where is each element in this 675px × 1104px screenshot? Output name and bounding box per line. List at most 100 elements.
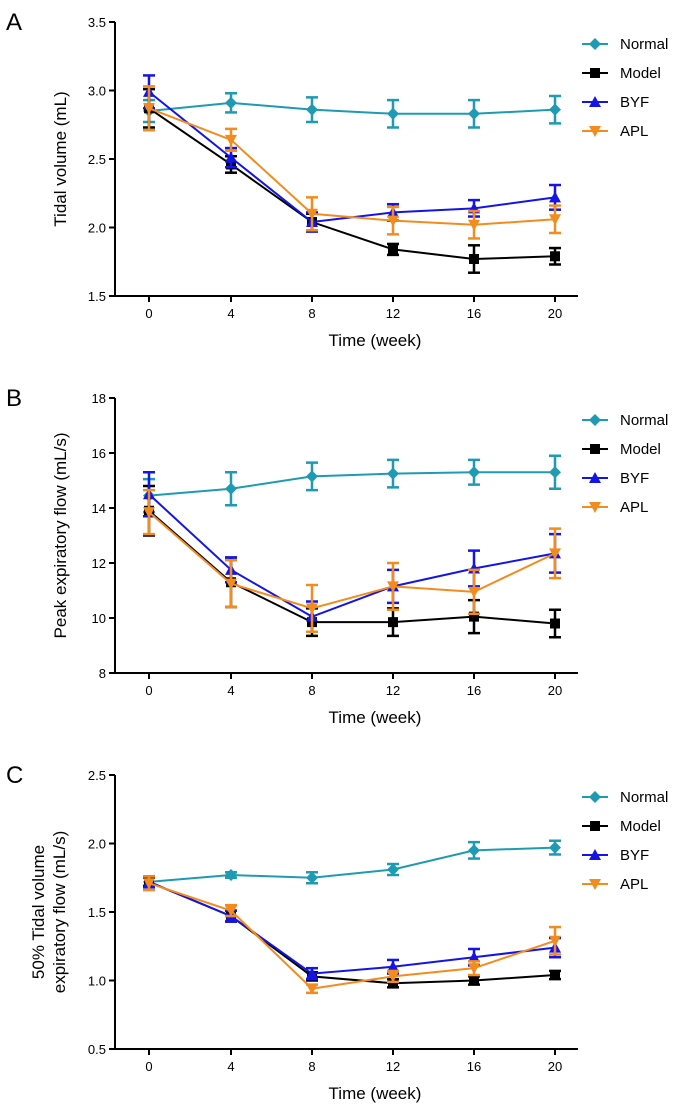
legend-marker [589, 849, 601, 860]
legend-marker [589, 472, 601, 483]
panel-letter: B [6, 385, 22, 412]
legend-label: Normal [620, 36, 668, 53]
data-point [468, 844, 480, 857]
data-point [468, 586, 480, 598]
x-tick-label: 12 [386, 306, 400, 321]
x-tick-label: 0 [145, 306, 152, 321]
data-point [549, 935, 561, 947]
data-point [387, 971, 399, 983]
data-point [550, 970, 560, 981]
legend-label: Normal [620, 412, 668, 429]
data-point [549, 191, 561, 203]
y-tick-label: 18 [92, 391, 106, 406]
series-normal [143, 91, 561, 129]
data-point [468, 219, 480, 231]
x-tick-label: 8 [308, 1059, 315, 1074]
series-line [148, 107, 556, 261]
data-point [306, 208, 318, 220]
data-point [143, 878, 155, 890]
y-tick-label: 10 [92, 611, 106, 626]
y-tick-label: 2.0 [88, 837, 106, 852]
x-tick-label: 4 [227, 683, 234, 698]
data-point [387, 960, 399, 972]
y-tick-label: 0.5 [88, 1042, 106, 1057]
data-point [306, 983, 318, 995]
y-tick-label: 3.0 [88, 84, 106, 99]
data-point [549, 466, 561, 479]
series-line [148, 101, 556, 115]
data-point [550, 251, 560, 262]
series-line [148, 880, 556, 975]
legend-label: APL [620, 876, 648, 893]
data-point [387, 107, 399, 120]
series-model [143, 876, 561, 989]
data-point [550, 618, 560, 629]
data-point [306, 470, 318, 483]
series-apl [143, 875, 561, 995]
x-tick-label: 4 [227, 1059, 234, 1074]
series-model [143, 87, 561, 274]
y-tick-label: 1.0 [88, 974, 106, 989]
legend-label: Model [620, 65, 661, 82]
y-tick-label: 2.5 [88, 152, 106, 167]
y-axis-title-line: 50% Tidal volume [29, 845, 48, 979]
legend-label: APL [620, 499, 648, 516]
panel-c: C 0.5 1.0 1.5 2.0 2.5 0 4 8 12 16 20 Time (week) 50% … [6, 762, 668, 1103]
legend-marker [589, 791, 601, 803]
data-point [387, 215, 399, 227]
series-apl [143, 85, 561, 240]
data-point [549, 103, 561, 116]
series-line [148, 493, 556, 618]
legend-item-normal: Normal [582, 789, 668, 806]
y-tick-label: 12 [92, 556, 106, 571]
x-tick-label: 8 [308, 683, 315, 698]
series-byf [143, 875, 561, 981]
legend-item-byf: BYF [582, 847, 649, 864]
panel-letter: A [6, 9, 22, 36]
legend-item-model: Model [582, 818, 661, 835]
x-tick-label: 0 [145, 1059, 152, 1074]
legend-item-apl: APL [582, 123, 648, 140]
y-axis-title: Tidal volume (mL) [51, 91, 70, 226]
y-tick-label: 16 [92, 446, 106, 461]
series-line [148, 107, 556, 226]
data-point [225, 869, 237, 882]
data-point [143, 507, 155, 519]
data-point [468, 963, 480, 975]
legend-label: APL [620, 123, 648, 140]
series-line [148, 880, 556, 985]
data-point [225, 151, 237, 163]
data-point [225, 905, 237, 917]
legend-marker [589, 38, 601, 50]
y-axis-title-line: expiratory flow (mL/s) [50, 831, 69, 993]
series-byf [143, 74, 561, 233]
data-point [387, 581, 399, 593]
series-normal [143, 839, 561, 888]
y-tick-label: 1.5 [88, 905, 106, 920]
legend-label: Model [620, 818, 661, 835]
data-point [225, 134, 237, 146]
legend-item-model: Model [582, 441, 661, 458]
panel-b: B 8 10 12 14 16 18 0 4 8 12 16 20 Time (week) Peak exp… [6, 385, 668, 727]
series-line [148, 509, 556, 625]
x-tick-label: 12 [386, 1059, 400, 1074]
series-line [148, 882, 556, 990]
legend-marker [589, 414, 601, 426]
legend-marker [589, 502, 601, 513]
data-point [549, 548, 561, 560]
legend-item-normal: Normal [582, 36, 668, 53]
legend-item-normal: Normal [582, 412, 668, 429]
y-tick-label: 2.0 [88, 221, 106, 236]
legend-item-byf: BYF [582, 94, 649, 111]
x-tick-label: 16 [467, 683, 481, 698]
series-line [148, 471, 555, 497]
data-point [388, 617, 398, 628]
data-point [306, 967, 318, 979]
y-tick-label: 2.5 [88, 768, 106, 783]
x-axis-title: Time (week) [329, 1084, 422, 1103]
legend-marker [590, 68, 600, 78]
legend-label: BYF [620, 94, 649, 111]
x-tick-label: 8 [308, 306, 315, 321]
legend-item-model: Model [582, 65, 661, 82]
